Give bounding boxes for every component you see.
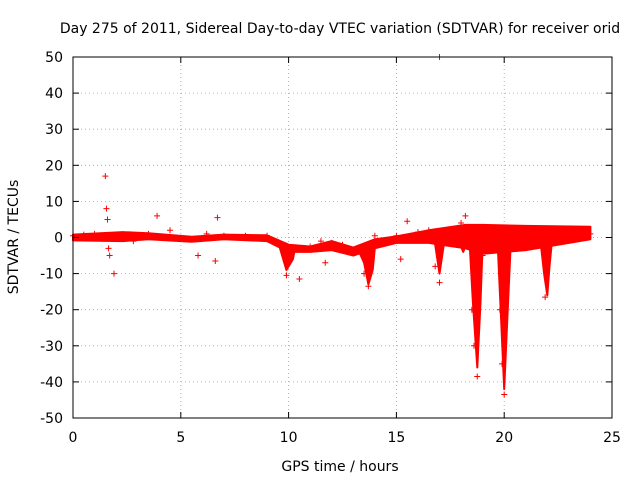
y-tick-label: 10	[45, 194, 63, 210]
data-point	[117, 232, 124, 239]
axis-ticks: 0 5 10 15 20 25 -50 -40 -30 -20 -10 0 10 20 30 40 50	[40, 50, 621, 446]
x-tick-label: 0	[69, 430, 78, 446]
data-point	[328, 239, 335, 246]
data-density-band	[356, 247, 376, 286]
data-point	[393, 232, 400, 239]
data-point	[501, 391, 508, 398]
data-point	[130, 238, 137, 245]
data-point	[432, 263, 439, 270]
data-point	[203, 230, 210, 237]
y-axis-label: SDTVAR / TECUs	[6, 180, 22, 295]
data-point	[339, 241, 346, 248]
data-point	[322, 259, 329, 266]
data-point	[212, 257, 219, 264]
data-point	[283, 272, 290, 279]
x-tick-label: 10	[280, 430, 298, 446]
chart-title: Day 275 of 2011, Sidereal Day-to-day VTE…	[60, 21, 620, 37]
y-tick-label: -40	[40, 375, 63, 391]
data-density-band	[496, 243, 512, 391]
data-point	[214, 214, 221, 221]
data-point	[496, 306, 503, 313]
data-point	[365, 283, 372, 290]
data-point	[242, 232, 249, 239]
data-point	[382, 238, 389, 245]
y-tick-label: 20	[45, 158, 63, 174]
y-tick-label: -20	[40, 303, 63, 319]
data-point	[471, 342, 478, 349]
data-point	[80, 231, 87, 238]
data-point	[425, 227, 432, 234]
y-tick-label: 40	[45, 86, 63, 102]
data-density-band	[72, 223, 592, 257]
data-point	[188, 236, 195, 243]
data-point	[154, 212, 161, 219]
data-point	[307, 243, 314, 250]
x-tick-label: 25	[603, 430, 621, 446]
x-axis-label: GPS time / hours	[281, 459, 398, 475]
data-point	[458, 220, 465, 227]
data-point	[102, 173, 109, 180]
data-point	[296, 276, 303, 283]
data-point	[220, 232, 227, 239]
data-point	[499, 360, 506, 367]
data-point	[533, 230, 540, 237]
data-point	[317, 238, 324, 245]
data-point	[576, 232, 583, 239]
data-point	[490, 227, 497, 234]
data-point	[462, 212, 469, 219]
data-point	[371, 232, 378, 239]
data-point	[350, 248, 357, 255]
data-point	[104, 216, 111, 223]
data-density-band	[539, 243, 553, 297]
data-density-band	[468, 243, 484, 369]
data-point	[145, 230, 152, 237]
y-tick-label: -30	[40, 339, 63, 355]
y-tick-label: 50	[45, 50, 63, 66]
data-density-band	[457, 240, 469, 253]
data-point	[565, 230, 572, 237]
y-tick-label: -50	[40, 411, 63, 427]
data-point	[479, 252, 486, 259]
data-point	[110, 270, 117, 277]
y-tick-label: 0	[54, 231, 63, 247]
data-point	[414, 229, 421, 236]
data-point	[436, 279, 443, 286]
data-point	[397, 256, 404, 263]
data-point	[289, 245, 296, 252]
data-point	[474, 373, 481, 380]
x-tick-label: 20	[495, 430, 513, 446]
data-point	[447, 230, 454, 237]
y-tick-label: 30	[45, 122, 63, 138]
data-point	[522, 238, 529, 245]
data-point	[281, 252, 288, 259]
data-point	[106, 252, 113, 259]
data-density-band	[434, 243, 445, 275]
x-tick-label: 15	[387, 430, 405, 446]
data-point	[587, 230, 594, 237]
x-tick-label: 5	[176, 430, 185, 446]
data-point	[555, 232, 562, 239]
y-tick-label: -10	[40, 267, 63, 283]
data-point	[468, 306, 475, 313]
data-point	[105, 245, 112, 252]
data-point	[264, 232, 271, 239]
data-point	[195, 252, 202, 259]
data-point	[511, 232, 518, 239]
data-points	[70, 54, 594, 398]
data-point	[404, 218, 411, 225]
data-point	[542, 294, 549, 301]
data-point	[91, 230, 98, 237]
data-point	[103, 205, 110, 212]
data-point	[167, 227, 174, 234]
data-point	[361, 270, 368, 277]
